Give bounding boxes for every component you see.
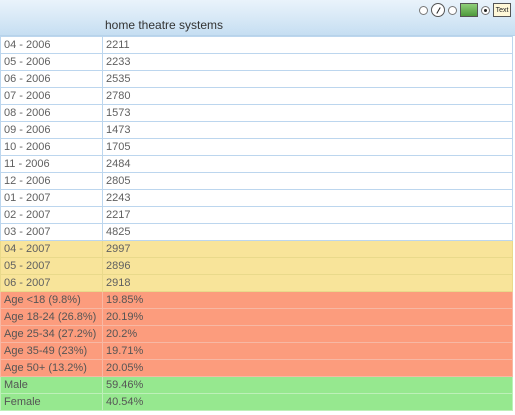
- row-value: 2233: [102, 53, 513, 71]
- row-label: Female: [0, 393, 103, 411]
- row-value: 2918: [102, 274, 513, 292]
- table-row: Female 40.54%: [0, 393, 513, 411]
- row-label: 03 - 2007: [0, 223, 103, 241]
- row-value: 19.85%: [102, 291, 513, 309]
- table-row: 03 - 2007 4825: [0, 223, 513, 241]
- table-row: 05 - 2006 2233: [0, 53, 513, 71]
- table-row: 06 - 2007 2918: [0, 274, 513, 292]
- view-radio-text[interactable]: [481, 5, 490, 15]
- text-icon[interactable]: Text: [493, 3, 511, 17]
- table-row: Age 25-34 (27.2%) 20.2%: [0, 325, 513, 343]
- table-row: 11 - 2006 2484: [0, 155, 513, 173]
- table-row: Age 18-24 (26.8%) 20.19%: [0, 308, 513, 326]
- row-label: Age 25-34 (27.2%): [0, 325, 103, 343]
- row-label: 02 - 2007: [0, 206, 103, 224]
- row-label: 09 - 2006: [0, 121, 103, 139]
- row-label: 04 - 2007: [0, 240, 103, 258]
- row-label: 05 - 2006: [0, 53, 103, 71]
- row-label: 01 - 2007: [0, 189, 103, 207]
- row-value: 2805: [102, 172, 513, 190]
- column-title: home theatre systems: [105, 18, 224, 32]
- row-label: 05 - 2007: [0, 257, 103, 275]
- table-row: 04 - 2007 2997: [0, 240, 513, 258]
- table-row: 05 - 2007 2896: [0, 257, 513, 275]
- row-label: Age <18 (9.8%): [0, 291, 103, 309]
- row-label: Age 50+ (13.2%): [0, 359, 103, 377]
- row-label: 06 - 2006: [0, 70, 103, 88]
- table-row: 10 - 2006 1705: [0, 138, 513, 156]
- table-row: 01 - 2007 2243: [0, 189, 513, 207]
- row-label: 07 - 2006: [0, 87, 103, 105]
- row-value: 59.46%: [102, 376, 513, 394]
- row-value: 2484: [102, 155, 513, 173]
- table-row: Age <18 (9.8%) 19.85%: [0, 291, 513, 309]
- row-label: 12 - 2006: [0, 172, 103, 190]
- gauge-icon[interactable]: [431, 3, 445, 17]
- row-value: 20.05%: [102, 359, 513, 377]
- row-value: 1473: [102, 121, 513, 139]
- image-icon[interactable]: [460, 3, 478, 17]
- row-label: 04 - 2006: [0, 36, 103, 54]
- row-value: 20.19%: [102, 308, 513, 326]
- view-radio-gauge[interactable]: [419, 5, 428, 15]
- row-value: 1573: [102, 104, 513, 122]
- table-header-bar: home theatre systems Text: [0, 0, 515, 36]
- row-label: 10 - 2006: [0, 138, 103, 156]
- table-row: 07 - 2006 2780: [0, 87, 513, 105]
- row-value: 1705: [102, 138, 513, 156]
- table-row: Male 59.46%: [0, 376, 513, 394]
- row-value: 2535: [102, 70, 513, 88]
- row-label: 11 - 2006: [0, 155, 103, 173]
- row-value: 2997: [102, 240, 513, 258]
- table-row: 02 - 2007 2217: [0, 206, 513, 224]
- row-value: 19.71%: [102, 342, 513, 360]
- row-label: 08 - 2006: [0, 104, 103, 122]
- row-value: 2243: [102, 189, 513, 207]
- view-mode-switch: Text: [419, 3, 511, 17]
- data-table: 04 - 2006 2211 05 - 2006 2233 06 - 2006 2535 0…: [0, 36, 513, 411]
- row-value: 2217: [102, 206, 513, 224]
- table-row: Age 35-49 (23%) 19.71%: [0, 342, 513, 360]
- row-value: 2211: [102, 36, 513, 54]
- table-row: 08 - 2006 1573: [0, 104, 513, 122]
- table-row: 04 - 2006 2211: [0, 36, 513, 54]
- row-label: Age 35-49 (23%): [0, 342, 103, 360]
- table-row: Age 50+ (13.2%) 20.05%: [0, 359, 513, 377]
- row-value: 2780: [102, 87, 513, 105]
- table-row: 09 - 2006 1473: [0, 121, 513, 139]
- row-value: 40.54%: [102, 393, 513, 411]
- row-label: 06 - 2007: [0, 274, 103, 292]
- row-label: Age 18-24 (26.8%): [0, 308, 103, 326]
- row-value: 4825: [102, 223, 513, 241]
- row-value: 2896: [102, 257, 513, 275]
- view-radio-image[interactable]: [448, 5, 457, 15]
- table-row: 06 - 2006 2535: [0, 70, 513, 88]
- row-label: Male: [0, 376, 103, 394]
- row-value: 20.2%: [102, 325, 513, 343]
- table-row: 12 - 2006 2805: [0, 172, 513, 190]
